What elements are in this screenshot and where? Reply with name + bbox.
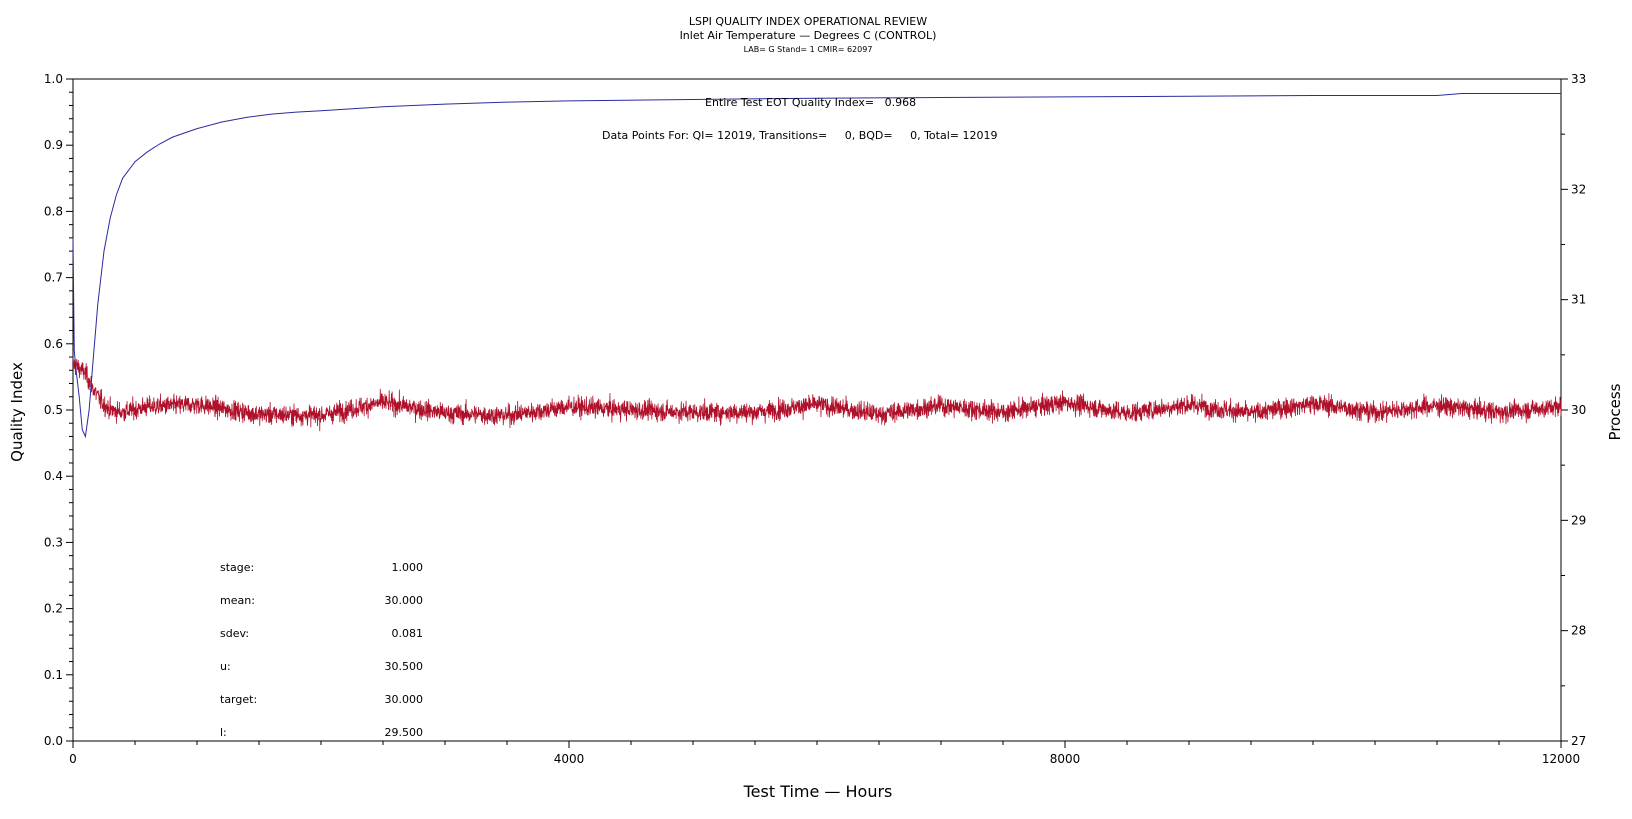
quality-index-series-line xyxy=(72,93,1561,439)
stat-value: 1.000 xyxy=(392,561,424,574)
stat-label: target: xyxy=(220,693,257,706)
process-series-line xyxy=(72,357,1562,432)
y-right-tick-label: 30 xyxy=(1571,403,1586,417)
data-points-annotation: Data Points For: QI= 12019, Transitions=… xyxy=(602,129,997,142)
y-left-tick-label: 0.1 xyxy=(44,668,63,682)
y-left-tick-label: 0.6 xyxy=(44,337,63,351)
y-left-tick-label: 0.5 xyxy=(44,403,63,417)
y-right-tick-label: 29 xyxy=(1571,513,1586,527)
x-tick-label: 4000 xyxy=(554,752,585,766)
x-tick-label: 12000 xyxy=(1542,752,1580,766)
stat-value: 30.000 xyxy=(385,594,424,607)
x-axis-label: Test Time — Hours xyxy=(743,782,893,801)
stat-value: 30.500 xyxy=(385,660,424,673)
stat-value: 0.081 xyxy=(392,627,424,640)
y-left-tick-label: 1.0 xyxy=(44,72,63,86)
y-right-axis: 27 28 29 30 31 32 33 xyxy=(1561,72,1586,748)
y-left-tick-label: 0.2 xyxy=(44,602,63,616)
stats-table: stage: 1.000 mean: 30.000 sdev: 0.081 u: 30.500… xyxy=(220,561,423,739)
stat-value: 29.500 xyxy=(385,726,424,739)
chart-title: LSPI QUALITY INDEX OPERATIONAL REVIEW xyxy=(689,15,927,28)
y-right-axis-label: Process xyxy=(1606,383,1624,440)
y-left-tick-label: 0.7 xyxy=(44,271,63,285)
y-left-tick-label: 0.3 xyxy=(44,535,63,549)
y-right-tick-label: 28 xyxy=(1571,624,1586,638)
stat-value: 30.000 xyxy=(385,693,424,706)
chart-subtitle: Inlet Air Temperature — Degrees C (CONTR… xyxy=(680,29,937,42)
chart-subtitle-2: LAB= G Stand= 1 CMIR= 62097 xyxy=(744,45,873,54)
stat-label: l: xyxy=(220,726,227,739)
stat-label: stage: xyxy=(220,561,254,574)
x-tick-label: 0 xyxy=(69,752,77,766)
y-left-tick-label: 0.4 xyxy=(44,469,63,483)
stat-label: u: xyxy=(220,660,231,673)
y-left-axis: 0.0 0.1 0.2 0.3 0.4 0.5 0.6 0.7 0.8 0.9 1.0 xyxy=(44,72,73,748)
y-left-axis-label: Quality Index xyxy=(8,362,26,462)
x-axis: 0 4000 8000 12000 xyxy=(69,741,1580,766)
y-right-tick-label: 31 xyxy=(1571,293,1586,307)
y-right-tick-label: 32 xyxy=(1571,182,1586,196)
y-left-tick-label: 0.0 xyxy=(44,734,63,748)
y-right-tick-label: 27 xyxy=(1571,734,1586,748)
stat-label: mean: xyxy=(220,594,255,607)
x-tick-label: 8000 xyxy=(1050,752,1081,766)
y-left-tick-label: 0.9 xyxy=(44,138,63,152)
eot-quality-index-annotation: Entire Test EOT Quality Index= 0.968 xyxy=(705,96,916,109)
y-left-tick-label: 0.8 xyxy=(44,204,63,218)
y-right-tick-label: 33 xyxy=(1571,72,1586,86)
stat-label: sdev: xyxy=(220,627,249,640)
